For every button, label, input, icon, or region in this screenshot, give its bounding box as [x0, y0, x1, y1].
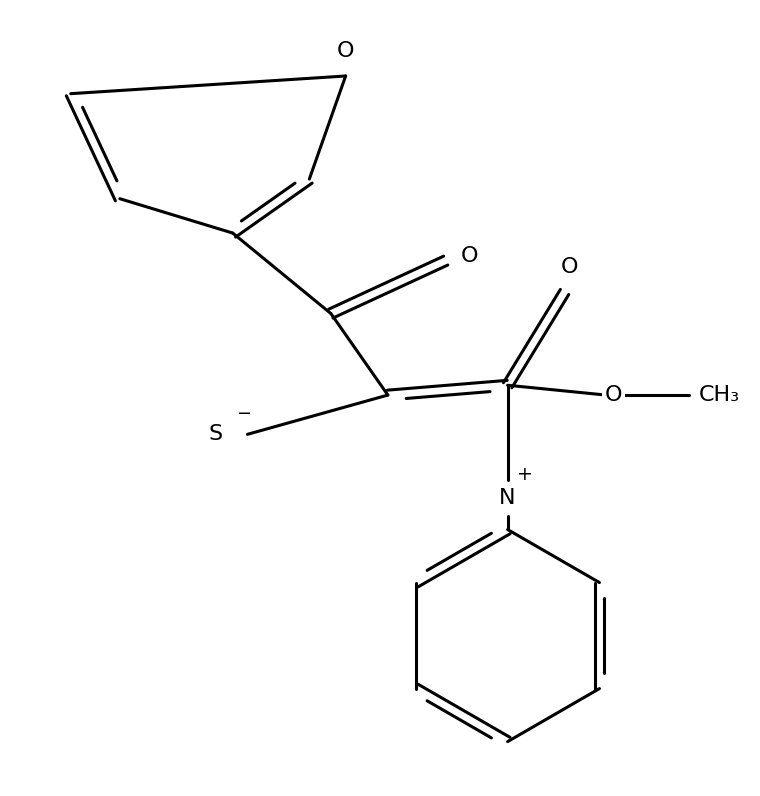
Text: S: S [209, 424, 223, 444]
Text: +: + [518, 466, 534, 485]
Text: N: N [499, 488, 516, 508]
Text: O: O [605, 385, 622, 405]
Text: O: O [337, 41, 354, 61]
Text: O: O [461, 246, 478, 266]
Text: −: − [236, 404, 251, 423]
Text: CH₃: CH₃ [699, 385, 740, 405]
Text: O: O [561, 257, 578, 277]
